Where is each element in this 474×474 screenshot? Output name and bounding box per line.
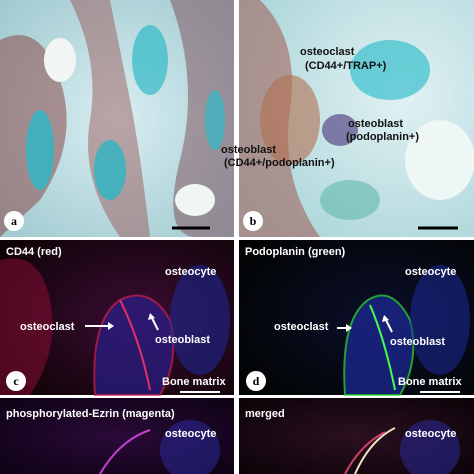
- panel-f: merged osteocyte: [239, 398, 474, 474]
- annotation: (CD44+/TRAP+): [305, 60, 387, 72]
- panel-d: Podoplanin (green) osteocyte osteoclast …: [239, 240, 474, 396]
- annotation: osteoclast: [20, 321, 75, 333]
- panel-b: osteoclast (CD44+/TRAP+) osteoblast (pod…: [221, 0, 474, 237]
- panel-a: a: [0, 0, 234, 238]
- annotation: osteoblast: [348, 118, 403, 130]
- panel-e: phosphorylated-Ezrin (magenta) osteocyte: [0, 398, 234, 474]
- panel-title: merged: [245, 408, 285, 420]
- panel-label: d: [253, 374, 260, 388]
- panel-c: CD44 (red) osteocyte osteoclast osteobla…: [0, 240, 234, 396]
- panel-label: c: [13, 374, 19, 388]
- annotation: osteocyte: [165, 266, 216, 278]
- annotation: osteocyte: [165, 428, 216, 440]
- panel-label: b: [250, 214, 257, 228]
- annotation: (podoplanin+): [346, 131, 419, 143]
- panel-title: phosphorylated-Ezrin (magenta): [6, 408, 175, 420]
- annotation: osteoclast: [274, 321, 329, 333]
- annotation: osteoblast: [155, 334, 210, 346]
- annotation: osteoblast: [221, 144, 276, 156]
- annotation: osteocyte: [405, 428, 456, 440]
- annotation: osteoblast: [390, 336, 445, 348]
- footer: Bone matrix: [162, 376, 226, 388]
- annotation: osteocyte: [405, 266, 456, 278]
- footer: Bone matrix: [398, 376, 462, 388]
- annotation: (CD44+/podoplanin+): [224, 157, 335, 169]
- panel-title: CD44 (red): [6, 246, 62, 258]
- annotation: osteoclast: [300, 46, 355, 58]
- panel-title: Podoplanin (green): [245, 246, 346, 258]
- panel-label: a: [11, 214, 17, 228]
